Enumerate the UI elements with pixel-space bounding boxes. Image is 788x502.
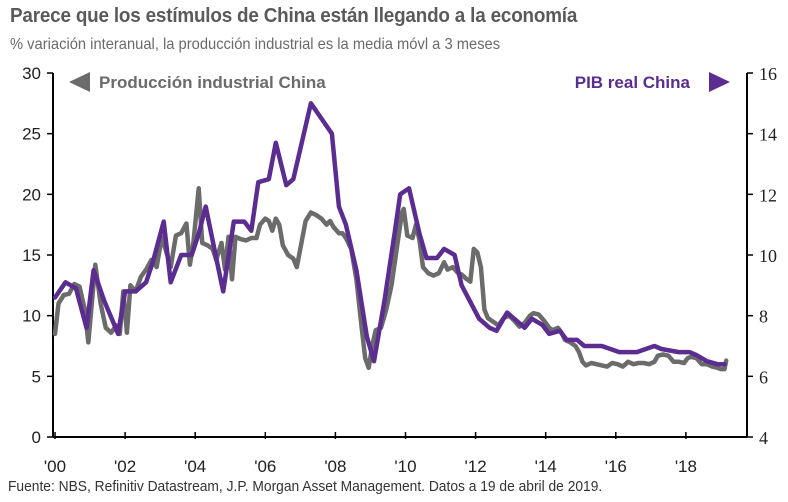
x-tick-label: '02 [114,457,136,476]
x-tick-label: '16 [605,457,627,476]
left-y-tick-label: 20 [22,185,41,204]
x-tick-label: '10 [394,457,416,476]
x-tick-label: '12 [465,457,487,476]
x-tick-label: '08 [324,457,346,476]
x-tick-label: '18 [675,457,697,476]
chart-title: Parece que los estímulos de China están … [10,4,578,27]
x-tick-label: '00 [44,457,66,476]
right-y-tick-label: 4 [759,428,768,448]
left-y-tick-label: 15 [22,246,41,265]
left-y-tick-label: 25 [22,125,41,144]
right-y-tick-label: 12 [759,185,777,205]
right-y-tick-label: 10 [759,246,777,266]
left-y-tick-label: 10 [22,307,41,326]
right-y-tick-label: 6 [759,367,768,387]
x-tick-label: '14 [535,457,557,476]
x-tick-label: '04 [184,457,206,476]
right-y-tick-label: 16 [759,64,777,84]
legend-label-gdp: PIB real China [575,73,691,92]
source-note: Fuente: NBS, Refinitiv Datastream, J.P. … [8,478,603,495]
right-y-tick-label: 14 [759,125,777,145]
left-y-tick-label: 5 [32,367,41,386]
series-line-real-gdp [52,101,727,367]
legend-label-industrial: Producción industrial China [99,73,326,92]
series-group [52,101,729,372]
right-y-tick-label: 8 [759,307,768,327]
left-y-tick-label: 30 [22,64,41,83]
left-y-tick-label: 0 [32,428,41,447]
right-arrow-icon [709,72,730,92]
chart-subtitle: % variación interanual, la producción in… [10,36,501,53]
x-tick-label: '06 [254,457,276,476]
series-line-industrial-production [52,186,729,372]
left-arrow-icon [69,72,90,92]
legend: Producción industrial China PIB real Chi… [69,72,730,92]
axes-group: 0 5 10 15 20 25 30 4 6 8 10 12 14 16 '00 '02 '04 '06 '08 '1… [22,64,777,476]
